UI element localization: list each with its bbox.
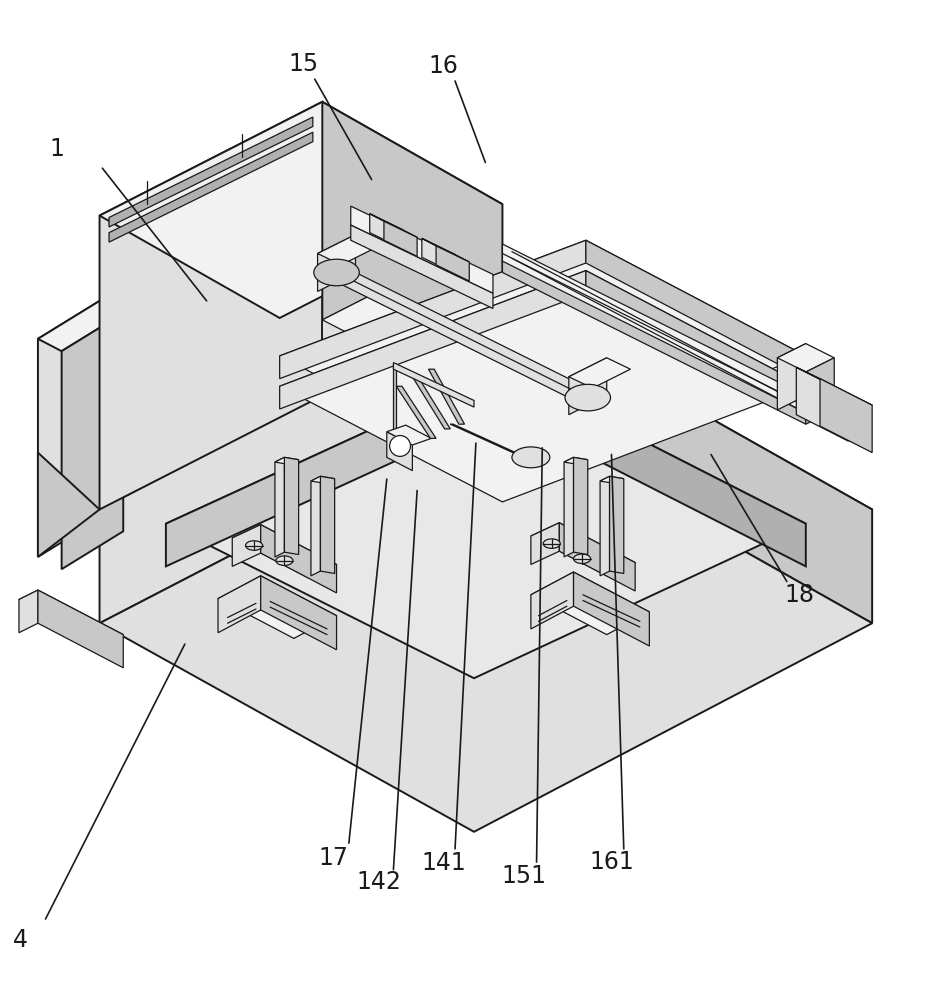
Polygon shape: [284, 457, 299, 555]
Polygon shape: [450, 424, 526, 457]
Polygon shape: [777, 344, 806, 410]
Polygon shape: [531, 572, 649, 635]
Polygon shape: [387, 432, 412, 471]
Polygon shape: [100, 102, 502, 318]
Polygon shape: [322, 293, 374, 358]
Polygon shape: [275, 457, 284, 557]
Polygon shape: [428, 369, 465, 424]
Polygon shape: [311, 476, 320, 576]
Polygon shape: [387, 425, 431, 445]
Text: 141: 141: [421, 851, 466, 875]
Polygon shape: [559, 523, 635, 591]
Polygon shape: [100, 301, 502, 623]
Polygon shape: [531, 523, 635, 576]
Polygon shape: [820, 379, 872, 453]
Polygon shape: [318, 235, 379, 265]
Polygon shape: [38, 453, 100, 557]
Ellipse shape: [246, 541, 263, 550]
Polygon shape: [232, 525, 337, 578]
Polygon shape: [502, 369, 806, 566]
Polygon shape: [275, 457, 299, 464]
Ellipse shape: [314, 259, 359, 286]
Ellipse shape: [276, 556, 293, 565]
Polygon shape: [100, 102, 322, 509]
Polygon shape: [574, 572, 649, 646]
Polygon shape: [564, 457, 588, 464]
Text: 142: 142: [356, 870, 402, 894]
Polygon shape: [502, 261, 806, 424]
Polygon shape: [280, 271, 806, 502]
Polygon shape: [38, 590, 123, 668]
Ellipse shape: [543, 539, 560, 548]
Polygon shape: [218, 576, 337, 638]
Text: 17: 17: [319, 846, 349, 870]
Polygon shape: [318, 235, 356, 291]
Polygon shape: [436, 246, 469, 281]
Polygon shape: [569, 358, 630, 388]
Text: 15: 15: [288, 52, 319, 76]
Polygon shape: [280, 240, 806, 472]
Polygon shape: [502, 244, 806, 415]
Polygon shape: [610, 476, 624, 573]
Polygon shape: [38, 301, 100, 557]
Polygon shape: [311, 476, 335, 483]
Polygon shape: [62, 313, 123, 569]
Text: 1: 1: [49, 137, 64, 161]
Polygon shape: [564, 457, 574, 557]
Polygon shape: [412, 377, 450, 429]
Text: 161: 161: [589, 850, 634, 874]
Polygon shape: [38, 301, 123, 351]
Polygon shape: [600, 476, 610, 576]
Polygon shape: [261, 576, 337, 650]
Polygon shape: [600, 476, 624, 483]
Polygon shape: [261, 525, 337, 593]
Text: 16: 16: [428, 54, 459, 78]
Polygon shape: [166, 369, 502, 566]
Polygon shape: [320, 476, 335, 573]
Polygon shape: [502, 301, 872, 623]
Polygon shape: [100, 301, 872, 716]
Polygon shape: [384, 221, 417, 256]
Polygon shape: [337, 263, 588, 407]
Polygon shape: [109, 132, 313, 242]
Polygon shape: [232, 525, 261, 566]
Circle shape: [390, 436, 410, 456]
Polygon shape: [422, 238, 469, 262]
Polygon shape: [531, 523, 559, 564]
Polygon shape: [100, 415, 872, 832]
Polygon shape: [322, 293, 408, 337]
Polygon shape: [280, 271, 586, 409]
Polygon shape: [166, 369, 806, 678]
Polygon shape: [531, 572, 574, 629]
Polygon shape: [218, 576, 261, 633]
Polygon shape: [393, 363, 474, 407]
Polygon shape: [422, 238, 455, 273]
Polygon shape: [370, 214, 417, 237]
Polygon shape: [796, 367, 872, 405]
Polygon shape: [777, 344, 834, 372]
Text: 151: 151: [501, 864, 547, 888]
Polygon shape: [393, 367, 396, 436]
Polygon shape: [19, 590, 38, 633]
Polygon shape: [586, 271, 806, 409]
Polygon shape: [351, 225, 493, 309]
Ellipse shape: [512, 447, 550, 468]
Polygon shape: [109, 117, 313, 227]
Polygon shape: [586, 240, 806, 379]
Text: 4: 4: [13, 928, 28, 952]
Polygon shape: [569, 358, 607, 415]
Polygon shape: [370, 214, 403, 249]
Polygon shape: [796, 367, 848, 441]
Ellipse shape: [565, 384, 611, 411]
Polygon shape: [396, 386, 436, 438]
Polygon shape: [322, 102, 502, 498]
Polygon shape: [19, 590, 123, 644]
Polygon shape: [574, 457, 588, 555]
Text: 18: 18: [784, 583, 814, 607]
Polygon shape: [351, 206, 493, 293]
Polygon shape: [280, 240, 586, 379]
Ellipse shape: [574, 554, 591, 564]
Polygon shape: [806, 358, 834, 424]
